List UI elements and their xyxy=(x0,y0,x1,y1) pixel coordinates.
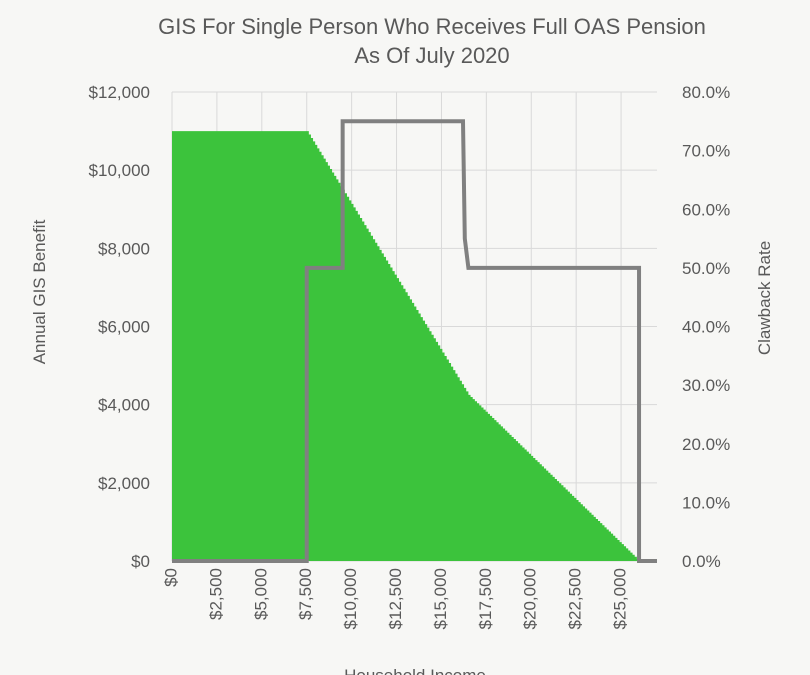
y-tick-label: $2,000 xyxy=(98,474,150,493)
y2-tick-label: 40.0% xyxy=(682,318,730,337)
clawback-rate-line-path xyxy=(172,119,657,563)
chart-title: GIS For Single Person Who Receives Full … xyxy=(158,14,706,68)
x-tick-label: $25,000 xyxy=(611,568,630,629)
axis-titles: Annual GIS Benefit Clawback Rate Household… xyxy=(30,219,774,675)
x-tick-label: $5,000 xyxy=(251,568,270,620)
x-tick-label: $7,500 xyxy=(296,568,315,620)
y-tick-label: $8,000 xyxy=(98,239,150,258)
chart-title-line: GIS For Single Person Who Receives Full … xyxy=(158,14,706,39)
gis-benefit-area xyxy=(172,131,640,561)
x-tick-label: $12,500 xyxy=(386,568,405,629)
y2-axis-title: Clawback Rate xyxy=(755,241,774,355)
y2-axis-tick-labels: 0.0% 10.0% 20.0% 30.0% 40.0% 50.0% 60.0% 70.0% 8… xyxy=(682,83,730,571)
x-tick-label: $0 xyxy=(161,568,180,587)
x-axis-tick-labels: $0 $2,500 $5,000 $7,500 $10,000 $12,500 $15,00… xyxy=(161,568,629,629)
y-tick-label: $4,000 xyxy=(98,396,150,415)
clawback-rate-line xyxy=(172,119,657,563)
y2-tick-label: 20.0% xyxy=(682,435,730,454)
x-tick-label: $20,000 xyxy=(521,568,540,629)
y-axis-title: Annual GIS Benefit xyxy=(30,219,49,364)
y2-tick-label: 60.0% xyxy=(682,200,730,219)
y-tick-label: $12,000 xyxy=(89,83,150,102)
gis-benefit-area-shape xyxy=(172,131,640,561)
y2-tick-label: 70.0% xyxy=(682,142,730,161)
x-tick-label: $17,500 xyxy=(476,568,495,629)
y-tick-label: $6,000 xyxy=(98,318,150,337)
x-tick-label: $22,500 xyxy=(566,568,585,629)
x-tick-label: $10,000 xyxy=(341,568,360,629)
chart-title-line: As Of July 2020 xyxy=(354,43,509,68)
x-tick-label: $15,000 xyxy=(431,568,450,629)
y2-tick-label: 0.0% xyxy=(682,552,721,571)
y2-tick-label: 30.0% xyxy=(682,376,730,395)
y2-tick-label: 10.0% xyxy=(682,493,730,512)
y2-tick-label: 80.0% xyxy=(682,83,730,102)
y-tick-label: $10,000 xyxy=(89,161,150,180)
y-axis-tick-labels: $0 $2,000 $4,000 $6,000 $8,000 $10,000 $12,000 xyxy=(89,83,150,571)
y2-tick-label: 50.0% xyxy=(682,259,730,278)
x-tick-label: $2,500 xyxy=(206,568,225,620)
x-axis-title: Household Income xyxy=(344,666,486,675)
y-tick-label: $0 xyxy=(131,552,150,571)
